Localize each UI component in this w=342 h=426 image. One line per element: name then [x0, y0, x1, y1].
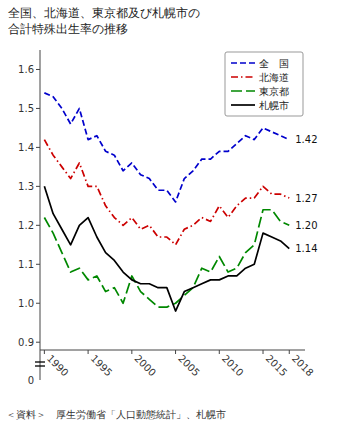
y-tick: [36, 342, 40, 343]
legend-label: 札幌市: [259, 100, 289, 111]
y-tick-label: 1.4: [18, 142, 34, 153]
y-tick: [36, 225, 40, 226]
series-line: [44, 140, 289, 245]
y-tick: [36, 108, 40, 109]
legend-label: 東京都: [259, 86, 289, 97]
x-tick-label: 2010: [220, 353, 246, 379]
y-tick: [36, 186, 40, 187]
y-tick-label: 1.6: [18, 64, 34, 75]
y-tick-label: 1.3: [18, 181, 34, 192]
x-tick: [44, 350, 45, 354]
legend-swatch: [231, 104, 255, 106]
y-tick-label: 0.9: [18, 337, 34, 348]
end-label: 1.27: [295, 193, 317, 204]
background: [0, 0, 342, 426]
source-note: ＜資料＞ 厚生労働省「人口動態統計」、札幌市: [6, 409, 226, 420]
end-label: 1.42: [295, 134, 317, 145]
x-tick: [289, 350, 290, 354]
chart: 全国、北海道、東京都及び札幌市の合計特殊出生率の推移 0.9 1.0 1.1 1.2 1.…: [0, 0, 342, 426]
x-tick-label: 1995: [89, 353, 115, 379]
legend-swatch: [231, 62, 255, 64]
x-tick: [88, 350, 89, 354]
end-label: 1.20: [295, 220, 317, 231]
x-tick: [131, 350, 132, 354]
y-tick: [36, 303, 40, 304]
x-tick-label: 2005: [176, 353, 202, 379]
subtitle: 合計特殊出生率の推移: [8, 22, 128, 36]
y-tick: [36, 264, 40, 265]
y-axis: [40, 50, 41, 350]
x-tick-label: 2000: [132, 353, 158, 379]
x-tick: [175, 350, 176, 354]
y-tick: [36, 147, 40, 148]
legend-label: 北海道: [259, 72, 289, 83]
legend-label: 全 国: [259, 58, 289, 69]
end-label: 1.14: [295, 243, 317, 254]
y-tick-label: 1.0: [18, 298, 34, 309]
plot-area: [44, 93, 289, 311]
y-tick-label: 1.5: [18, 103, 34, 114]
series-line: [44, 186, 289, 311]
x-tick: [219, 350, 220, 354]
y-tick: [36, 69, 40, 70]
title: 全国、北海道、東京都及び札幌市の: [8, 6, 200, 20]
x-tick-label: 2018: [290, 353, 316, 379]
axis-break: [35, 365, 45, 366]
y-tick-label: 1.2: [18, 220, 34, 231]
axis-break: [35, 361, 45, 362]
legend-swatch: [231, 76, 255, 78]
axis-extension: [40, 350, 41, 380]
legend-swatch: [231, 90, 255, 92]
y-tick-label: 1.1: [18, 259, 34, 270]
legend-box: [225, 52, 303, 116]
x-tick: [263, 350, 264, 354]
x-tick-label: 1990: [45, 353, 71, 379]
x-tick-label: 2015: [264, 353, 290, 379]
axis-break-label: 0: [28, 375, 34, 386]
legend: 全 国北海道東京都札幌市: [225, 52, 303, 116]
x-axis: [40, 350, 305, 351]
